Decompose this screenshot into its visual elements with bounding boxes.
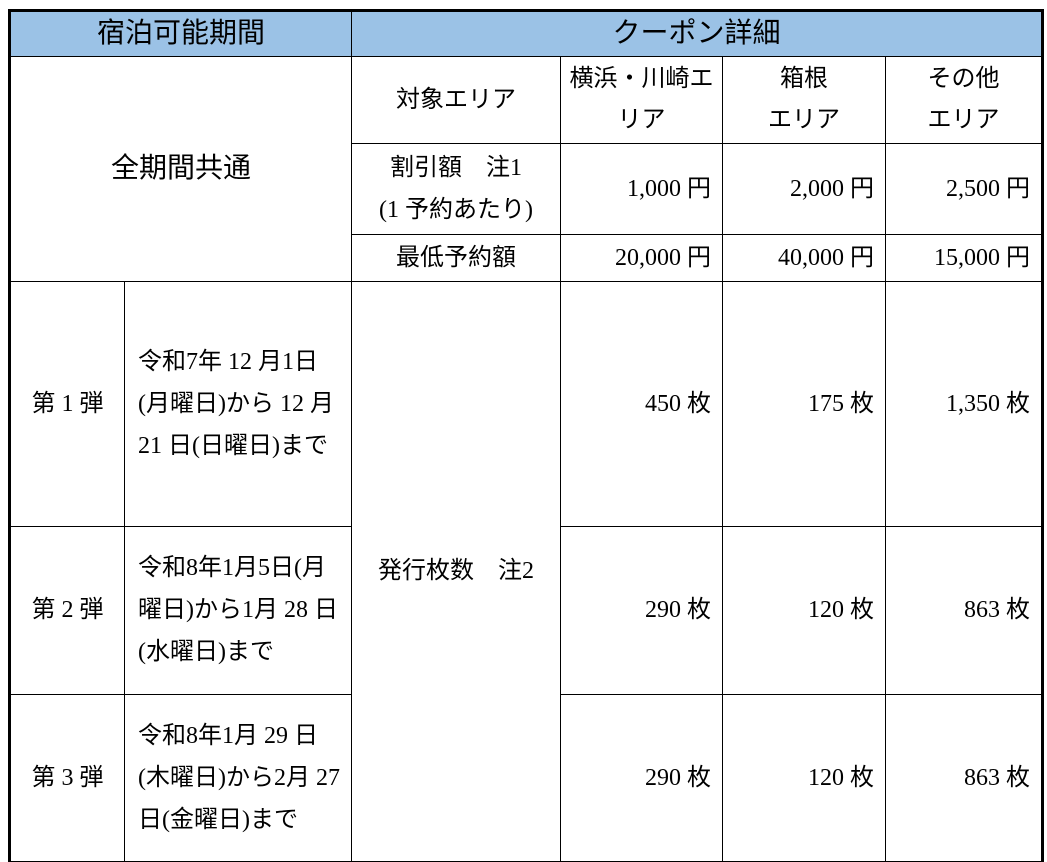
min-booking-other: 15,000 円: [885, 233, 1044, 282]
discount-label-cell: 割引額 注1 (1 予約あたり): [351, 142, 562, 235]
area-header-row: 全期間共通 対象エリア 横浜・川崎エリア 箱根 エリア その他 エリア: [8, 56, 1044, 282]
discount-yokohama-kawasaki: 1,000 円: [560, 142, 724, 235]
min-booking-hakone: 40,000 円: [722, 233, 887, 282]
area-header-yokohama-kawasaki: 横浜・川崎エリア: [560, 56, 724, 144]
round-3-count-other: 863 枚: [885, 693, 1044, 862]
coupon-table: 宿泊可能期間 クーポン詳細 全期間共通 対象エリア 横浜・川崎エリア 箱根 エリ…: [8, 9, 1045, 862]
round-2-count-hakone: 120 枚: [722, 525, 887, 695]
common-period-cell: 全期間共通: [8, 56, 353, 282]
round-2-name-cell: 第 2 弾: [9, 525, 125, 695]
round-1-name-cell: 第 1 弾: [9, 280, 125, 527]
round-1-count-other: 1,350 枚: [885, 280, 1044, 527]
round-3-count-yokohama-kawasaki: 290 枚: [560, 693, 724, 862]
header-row: 宿泊可能期間 クーポン詳細: [8, 10, 1044, 57]
discount-hakone: 2,000 円: [722, 142, 887, 235]
min-booking-yokohama-kawasaki: 20,000 円: [560, 233, 724, 282]
round-2-count-yokohama-kawasaki: 290 枚: [560, 525, 724, 695]
area-header-other: その他 エリア: [885, 56, 1044, 144]
stay-period-header-cell: 宿泊可能期間: [8, 10, 353, 57]
round-1-count-yokohama-kawasaki: 450 枚: [560, 280, 724, 527]
round-2-period-cell: 令和8年1月5日(月曜日)から1月 28 日(水曜日)まで: [123, 525, 353, 695]
round-1-count-hakone: 175 枚: [722, 280, 887, 527]
round-3-count-hakone: 120 枚: [722, 693, 887, 862]
min-booking-label-cell: 最低予約額: [351, 233, 562, 282]
area-header-hakone: 箱根 エリア: [722, 56, 887, 144]
target-area-label-cell: 対象エリア: [351, 56, 562, 144]
coupon-details-header-cell: クーポン詳細: [351, 10, 1044, 57]
discount-row: 割引額 注1 (1 予約あたり) 1,000 円 2,000 円 2,500 円: [10, 142, 1044, 235]
round-1-period-cell: 令和7年 12 月1日(月曜日)から 12 月 21 日(日曜日)まで: [123, 280, 353, 527]
round-2-count-other: 863 枚: [885, 525, 1044, 695]
round-1-row: 第 1 弾 令和7年 12 月1日(月曜日)から 12 月 21 日(日曜日)ま…: [9, 280, 1044, 862]
issuance-label-cell: 発行枚数 注2: [351, 280, 562, 862]
discount-other: 2,500 円: [885, 142, 1044, 235]
round-3-period-cell: 令和8年1月 29 日(木曜日)から2月 27 日(金曜日)まで: [123, 693, 353, 862]
round-3-name-cell: 第 3 弾: [9, 693, 125, 862]
